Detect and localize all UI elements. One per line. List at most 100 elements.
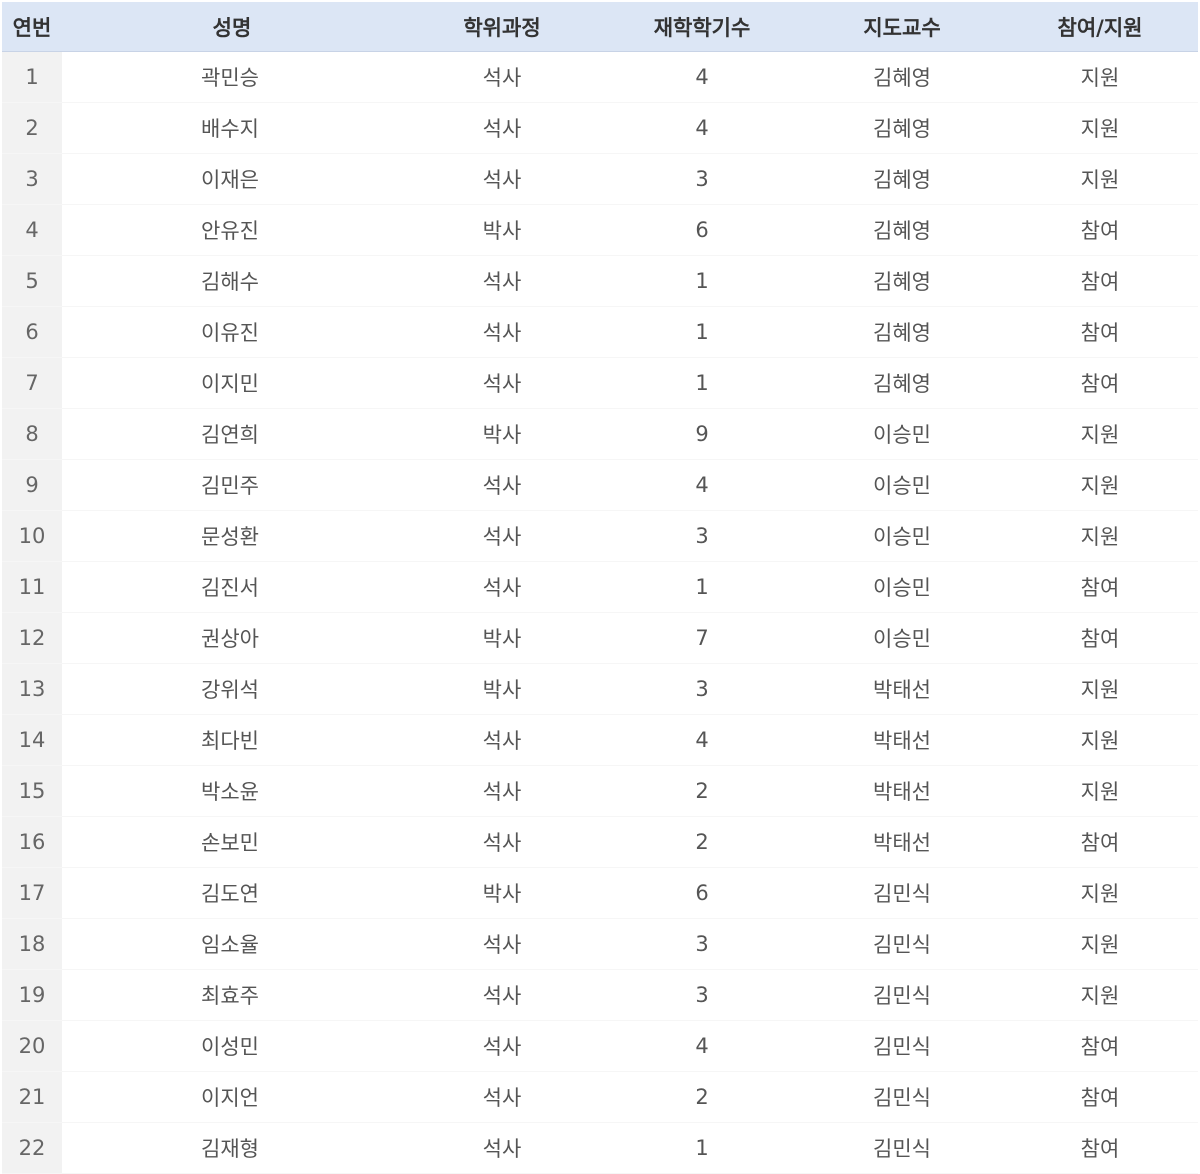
- cell-name: 안유진: [62, 204, 402, 256]
- table-row: 17 김도연 박사 6 김민식 지원: [2, 867, 1198, 919]
- cell-advisor: 이승민: [802, 459, 1002, 511]
- table-row: 8 김연희 박사 9 이승민 지원: [2, 408, 1198, 460]
- cell-number: 10: [2, 510, 62, 562]
- cell-role: 참여: [1002, 255, 1198, 307]
- cell-degree: 석사: [402, 306, 602, 358]
- cell-advisor: 김민식: [802, 1071, 1002, 1123]
- cell-number: 12: [2, 612, 62, 664]
- cell-number: 4: [2, 204, 62, 256]
- cell-role: 지원: [1002, 918, 1198, 970]
- cell-degree: 석사: [402, 102, 602, 154]
- cell-role: 참여: [1002, 357, 1198, 409]
- cell-number: 18: [2, 918, 62, 970]
- cell-number: 19: [2, 969, 62, 1021]
- cell-semesters: 2: [602, 816, 802, 868]
- cell-role: 지원: [1002, 408, 1198, 460]
- cell-semesters: 3: [602, 510, 802, 562]
- cell-number: 6: [2, 306, 62, 358]
- table-row: 19 최효주 석사 3 김민식 지원: [2, 969, 1198, 1021]
- cell-advisor: 박태선: [802, 663, 1002, 715]
- cell-semesters: 4: [602, 102, 802, 154]
- cell-number: 13: [2, 663, 62, 715]
- header-number: 연번: [2, 2, 62, 52]
- cell-name: 이유진: [62, 306, 402, 358]
- cell-number: 1: [2, 51, 62, 103]
- cell-degree: 석사: [402, 561, 602, 613]
- table-body: 1 곽민승 석사 4 김혜영 지원 2 배수지 석사 4 김혜영 지원 3 이재은 석사 3 김혜영 지원 4 안유진…: [2, 51, 1198, 1174]
- cell-name: 최효주: [62, 969, 402, 1021]
- cell-advisor: 김민식: [802, 969, 1002, 1021]
- cell-advisor: 이승민: [802, 561, 1002, 613]
- cell-role: 참여: [1002, 1071, 1198, 1123]
- cell-number: 7: [2, 357, 62, 409]
- table-header: 연번 성명 학위과정 재학학기수 지도교수 참여/지원: [2, 2, 1198, 52]
- cell-name: 김민주: [62, 459, 402, 511]
- cell-advisor: 김민식: [802, 918, 1002, 970]
- cell-degree: 석사: [402, 510, 602, 562]
- cell-degree: 석사: [402, 714, 602, 766]
- cell-advisor: 박태선: [802, 816, 1002, 868]
- cell-degree: 석사: [402, 255, 602, 307]
- cell-degree: 석사: [402, 459, 602, 511]
- cell-advisor: 김민식: [802, 867, 1002, 919]
- cell-role: 지원: [1002, 102, 1198, 154]
- cell-role: 참여: [1002, 561, 1198, 613]
- cell-degree: 석사: [402, 153, 602, 205]
- cell-degree: 박사: [402, 663, 602, 715]
- cell-advisor: 김혜영: [802, 51, 1002, 103]
- cell-advisor: 이승민: [802, 612, 1002, 664]
- cell-number: 22: [2, 1122, 62, 1174]
- table-row: 18 임소율 석사 3 김민식 지원: [2, 918, 1198, 970]
- cell-name: 문성환: [62, 510, 402, 562]
- cell-role: 지원: [1002, 510, 1198, 562]
- cell-semesters: 1: [602, 255, 802, 307]
- cell-semesters: 3: [602, 918, 802, 970]
- cell-semesters: 2: [602, 1071, 802, 1123]
- cell-degree: 박사: [402, 204, 602, 256]
- cell-advisor: 박태선: [802, 765, 1002, 817]
- header-advisor: 지도교수: [802, 2, 1002, 52]
- cell-number: 17: [2, 867, 62, 919]
- cell-advisor: 김민식: [802, 1020, 1002, 1072]
- cell-number: 21: [2, 1071, 62, 1123]
- cell-name: 권상아: [62, 612, 402, 664]
- cell-number: 14: [2, 714, 62, 766]
- header-row: 연번 성명 학위과정 재학학기수 지도교수 참여/지원: [2, 2, 1198, 52]
- cell-role: 지원: [1002, 969, 1198, 1021]
- cell-advisor: 박태선: [802, 714, 1002, 766]
- cell-name: 김도연: [62, 867, 402, 919]
- table-row: 9 김민주 석사 4 이승민 지원: [2, 459, 1198, 511]
- cell-name: 이지민: [62, 357, 402, 409]
- cell-degree: 석사: [402, 918, 602, 970]
- table-row: 2 배수지 석사 4 김혜영 지원: [2, 102, 1198, 154]
- header-name: 성명: [62, 2, 402, 52]
- cell-number: 16: [2, 816, 62, 868]
- cell-advisor: 이승민: [802, 408, 1002, 460]
- cell-semesters: 3: [602, 663, 802, 715]
- cell-name: 곽민승: [62, 51, 402, 103]
- table-row: 6 이유진 석사 1 김혜영 참여: [2, 306, 1198, 358]
- cell-degree: 석사: [402, 51, 602, 103]
- cell-degree: 박사: [402, 612, 602, 664]
- cell-degree: 석사: [402, 816, 602, 868]
- cell-degree: 박사: [402, 867, 602, 919]
- cell-number: 15: [2, 765, 62, 817]
- table-row: 13 강위석 박사 3 박태선 지원: [2, 663, 1198, 715]
- table-row: 11 김진서 석사 1 이승민 참여: [2, 561, 1198, 613]
- header-degree: 학위과정: [402, 2, 602, 52]
- cell-name: 이지언: [62, 1071, 402, 1123]
- cell-role: 지원: [1002, 663, 1198, 715]
- cell-role: 지원: [1002, 459, 1198, 511]
- cell-role: 지원: [1002, 714, 1198, 766]
- cell-semesters: 1: [602, 561, 802, 613]
- cell-semesters: 4: [602, 1020, 802, 1072]
- cell-number: 5: [2, 255, 62, 307]
- cell-name: 박소윤: [62, 765, 402, 817]
- cell-degree: 석사: [402, 1020, 602, 1072]
- table-row: 4 안유진 박사 6 김혜영 참여: [2, 204, 1198, 256]
- cell-semesters: 3: [602, 153, 802, 205]
- cell-name: 배수지: [62, 102, 402, 154]
- cell-advisor: 김혜영: [802, 102, 1002, 154]
- cell-degree: 석사: [402, 969, 602, 1021]
